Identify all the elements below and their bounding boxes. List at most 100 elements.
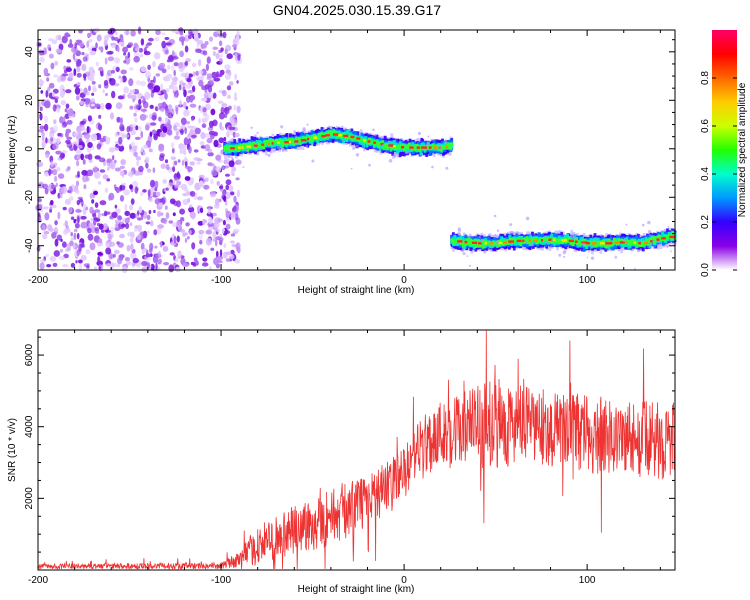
noise-speckle	[194, 127, 201, 135]
ridge-cell	[617, 238, 621, 243]
noise-speckle	[93, 266, 98, 270]
noise-speckle	[100, 46, 104, 53]
ridge-satellite	[494, 234, 497, 236]
noise-speckle	[93, 190, 98, 196]
ridge-peak	[294, 140, 299, 143]
noise-speckle	[105, 242, 110, 248]
noise-speckle	[184, 176, 191, 181]
noise-speckle	[169, 252, 175, 256]
spectrogram-frame	[37, 29, 676, 271]
noise-speckle	[52, 125, 58, 133]
ridge-peak	[434, 146, 438, 149]
noise-speckle	[199, 141, 205, 146]
noise-speckle	[200, 43, 207, 49]
noise-speckle	[225, 210, 232, 219]
noise-speckle	[198, 80, 204, 87]
noise-speckle	[126, 126, 131, 133]
noise-speckle	[130, 198, 135, 205]
noise-speckle	[168, 264, 174, 273]
noise-speckle	[184, 61, 189, 66]
noise-speckle	[206, 56, 211, 64]
noise-speckle	[95, 42, 98, 49]
ridge-cell	[466, 238, 469, 242]
noise-speckle	[72, 52, 76, 60]
ridge-satellite	[227, 150, 230, 153]
noise-speckle	[102, 174, 109, 180]
noise-speckle	[111, 90, 116, 99]
noise-speckle	[76, 160, 80, 167]
ridge-peak	[246, 145, 251, 148]
ridge-cell	[413, 148, 417, 152]
noise-speckle	[73, 228, 78, 233]
noise-speckle	[174, 135, 180, 140]
ridge-cell	[281, 143, 285, 147]
ridge-cell	[550, 241, 554, 244]
noise-speckle	[53, 250, 60, 257]
noise-speckle	[89, 206, 94, 214]
noise-speckle	[128, 78, 134, 87]
x-tick-label: -200	[28, 575, 48, 586]
noise-speckle	[139, 113, 147, 121]
ridge-cell	[594, 237, 598, 244]
noise-speckle	[179, 145, 185, 153]
noise-speckle	[80, 120, 86, 125]
x-tick-label: 100	[579, 575, 596, 586]
noise-speckle	[77, 196, 83, 200]
noise-speckle	[145, 253, 151, 258]
noise-speckle	[202, 107, 207, 113]
noise-speckle	[215, 263, 220, 269]
ridge-cell	[646, 240, 649, 243]
colorbar-ticks: 0.0 0.2 0.4 0.6 0.8	[700, 71, 737, 277]
snr-frame	[37, 329, 676, 571]
noise-speckle	[89, 70, 94, 79]
ridge-cell	[594, 244, 598, 248]
noise-speckle	[94, 227, 99, 232]
noise-speckle	[129, 89, 133, 96]
noise-speckle	[188, 204, 193, 209]
noise-speckle	[205, 229, 213, 235]
noise-speckle	[221, 126, 224, 130]
ridge-cell	[312, 137, 316, 141]
ridge-peak	[267, 142, 271, 145]
noise-speckle	[160, 107, 165, 113]
noise-speckle	[165, 49, 169, 55]
ridge-satellite	[524, 241, 528, 245]
noise-speckle	[71, 46, 78, 54]
ridge-cell	[596, 237, 600, 244]
noise-speckle	[73, 68, 77, 76]
y-tick-label: 0	[24, 146, 35, 152]
noise-speckle	[212, 119, 218, 127]
noise-speckle	[99, 137, 107, 143]
noise-speckle	[203, 184, 210, 190]
noise-speckle	[133, 225, 138, 233]
noise-speckle	[148, 37, 154, 42]
noise-speckle	[87, 233, 94, 241]
noise-speckle	[114, 227, 121, 232]
noise-speckle	[170, 156, 177, 161]
noise-speckle	[142, 189, 147, 193]
ridge-cell	[453, 234, 457, 241]
noise-speckle	[150, 91, 154, 98]
noise-speckle	[121, 223, 126, 228]
ridge-cell	[597, 243, 601, 247]
noise-speckle	[115, 66, 120, 73]
ridge-peak	[498, 241, 503, 245]
noise-speckle	[57, 132, 62, 137]
ridge-cell	[395, 142, 399, 148]
noise-speckle	[123, 189, 130, 196]
noise-speckle	[165, 164, 170, 170]
noise-speckle	[124, 56, 131, 65]
ridge-peak	[614, 241, 620, 244]
noise-speckle	[88, 47, 92, 52]
noise-speckle	[230, 118, 238, 127]
ridge-cell	[230, 148, 234, 152]
noise-speckle	[84, 154, 90, 159]
noise-speckle	[221, 103, 228, 107]
spectrogram-noise-layer	[35, 26, 243, 274]
ridge-cell	[323, 135, 327, 140]
ridge-satellite	[573, 236, 577, 240]
noise-speckle	[181, 160, 185, 166]
ridge-satellite	[622, 238, 626, 243]
noise-speckle	[142, 101, 149, 109]
